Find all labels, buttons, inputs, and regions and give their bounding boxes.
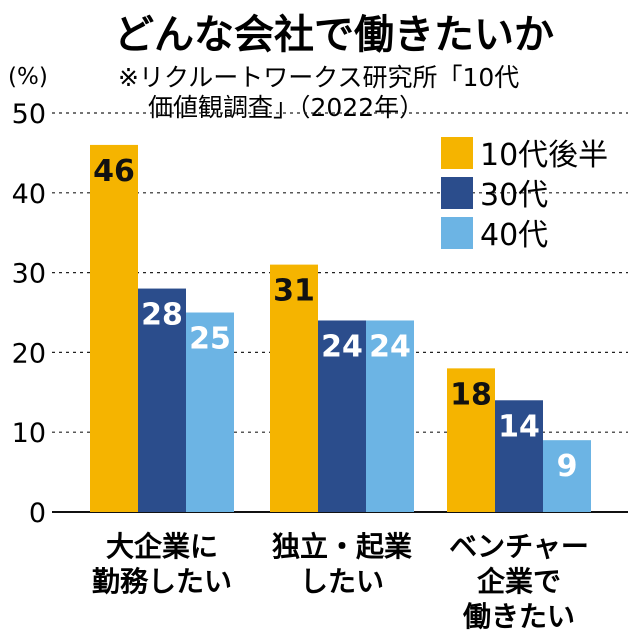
y-tick-label: 50 <box>12 99 46 130</box>
y-tick-label: 20 <box>12 338 46 369</box>
bar <box>318 320 366 512</box>
y-tick-label: 30 <box>12 259 46 290</box>
chart-title: どんな会社で働きたいか <box>114 12 554 58</box>
legend-swatch <box>441 177 473 209</box>
data-label: 9 <box>557 449 578 484</box>
category-label: 企業で <box>477 565 561 598</box>
data-label: 31 <box>273 274 315 309</box>
source-note-line-1: ※リクルートワークス研究所「10代 <box>118 63 519 92</box>
y-axis-ticks: 0 10 20 30 40 50 <box>12 99 46 529</box>
bar <box>270 264 318 512</box>
category-label: 独立・起業 <box>272 530 412 563</box>
bar <box>447 368 495 512</box>
bar <box>366 320 414 512</box>
y-axis-unit: (%) <box>8 64 48 90</box>
data-label: 25 <box>189 322 231 357</box>
bar <box>495 400 543 512</box>
data-label: 28 <box>141 298 183 333</box>
bar <box>138 288 186 512</box>
category-label: 勤務したい <box>92 565 232 598</box>
y-tick-label: 0 <box>29 498 46 529</box>
data-label: 14 <box>498 409 540 444</box>
legend-label: 30代 <box>480 178 548 213</box>
legend-swatch <box>441 217 473 249</box>
data-label: 24 <box>321 329 363 364</box>
category-label: ベンチャー <box>449 530 589 563</box>
bar <box>90 144 138 513</box>
bars <box>90 144 591 513</box>
bar <box>543 440 591 512</box>
legend: 10代後半 30代 40代 <box>441 137 608 253</box>
bar <box>186 312 234 512</box>
category-label: したい <box>300 565 384 598</box>
data-label: 24 <box>369 329 411 364</box>
data-label: 46 <box>93 154 135 189</box>
legend-label: 10代後半 <box>480 138 608 173</box>
source-note-line-2: 価値観調査」（2022年） <box>148 93 424 122</box>
category-label: 働きたい <box>462 600 575 633</box>
y-tick-label: 10 <box>12 418 46 449</box>
category-label: 大企業に <box>106 530 218 563</box>
legend-label: 40代 <box>480 218 548 253</box>
y-tick-label: 40 <box>12 179 46 210</box>
data-label: 18 <box>450 377 492 412</box>
legend-swatch <box>441 137 473 169</box>
